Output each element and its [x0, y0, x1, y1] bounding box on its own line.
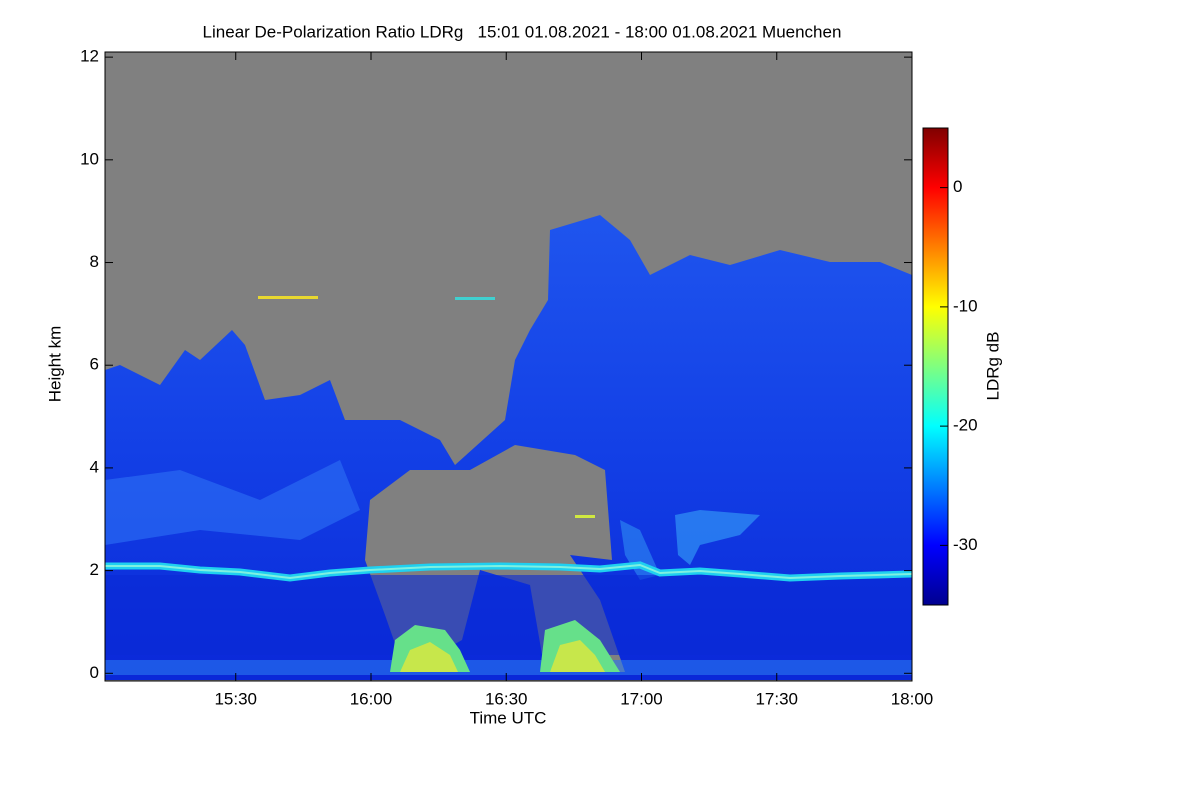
x-tick-label: 15:30: [214, 689, 257, 708]
cloud-region: [105, 215, 912, 680]
ground-layer: [105, 660, 912, 675]
x-axis-label: Time UTC: [470, 708, 547, 727]
y-axis-label: Height km: [45, 326, 64, 403]
light-cloud: [620, 520, 660, 580]
aerosol-layer-core: [105, 563, 913, 580]
colorbar-label: LDRg dB: [983, 332, 1002, 401]
chart-title: Linear De-Polarization Ratio LDRg 15:01 …: [203, 22, 842, 41]
y-tick-label: 10: [80, 149, 99, 168]
colorbar-tick-label: -20: [953, 416, 978, 435]
colorbar-tick-label: 0: [953, 177, 962, 196]
colorbar-tick-label: -30: [953, 535, 978, 554]
speckle-layer: [258, 296, 318, 299]
x-tick-label: 16:00: [350, 689, 393, 708]
plot-frame: [104, 51, 913, 682]
boundary-layer: [105, 575, 912, 655]
light-cloud: [105, 460, 360, 545]
x-tick-label: 18:00: [891, 689, 934, 708]
colorbar: [922, 127, 949, 606]
light-cloud: [675, 510, 760, 565]
rain-signal: [550, 640, 605, 672]
y-tick-label: 8: [90, 252, 99, 271]
y-tick-label: 0: [90, 663, 99, 682]
x-tick-label: 17:30: [755, 689, 798, 708]
heatmap-field: [105, 52, 913, 681]
speckle-layer: [575, 515, 595, 518]
x-tick-label: 16:30: [485, 689, 528, 708]
speckle-layer: [455, 297, 495, 300]
y-tick-label: 4: [90, 457, 99, 476]
rain-signal: [400, 642, 458, 672]
y-tick-label: 6: [90, 355, 99, 374]
y-tick-label: 12: [80, 47, 99, 66]
y-tick-label: 2: [90, 560, 99, 579]
x-tick-label: 17:00: [620, 689, 663, 708]
colorbar-tick-label: -10: [953, 296, 978, 315]
